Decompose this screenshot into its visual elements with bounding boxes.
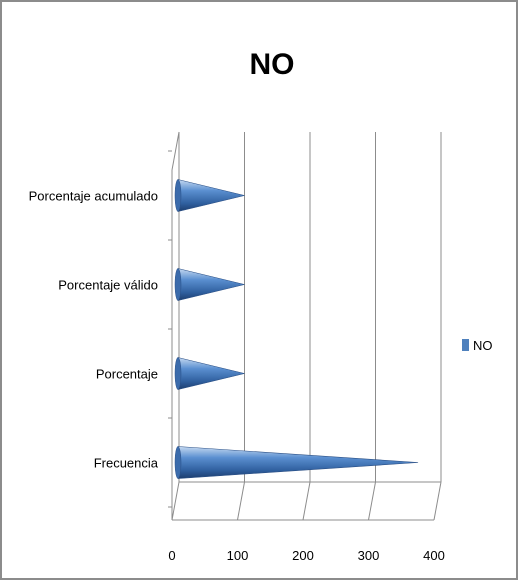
- legend: NO: [462, 338, 493, 353]
- bar: [178, 358, 245, 390]
- x-tick-label: 200: [292, 548, 314, 563]
- x-tick-label: 300: [358, 548, 380, 563]
- bar-base: [175, 180, 181, 212]
- bar-base: [175, 269, 181, 301]
- floor-gridline: [369, 482, 376, 520]
- bar: [178, 447, 418, 479]
- floor-gridline: [172, 482, 179, 520]
- floor-gridline: [434, 482, 441, 520]
- category-labels: Frecuencia Porcentaje Porcentaje válido Por…: [29, 189, 159, 471]
- floor-gridline: [303, 482, 310, 520]
- category-label: Porcentaje: [96, 367, 158, 382]
- bar-base: [175, 447, 181, 479]
- category-label: Frecuencia: [94, 456, 159, 471]
- category-label: Porcentaje válido: [58, 278, 158, 293]
- x-tick-label: 0: [168, 548, 175, 563]
- bar: [178, 180, 245, 212]
- category-label: Porcentaje acumulado: [29, 189, 158, 204]
- bars: [175, 180, 418, 479]
- bar: [178, 269, 245, 301]
- floor-gridline: [238, 482, 245, 520]
- legend-swatch: [462, 339, 469, 351]
- y-axis-depth: [172, 132, 179, 170]
- bar-base: [175, 358, 181, 390]
- x-tick-labels: 0 100 200 300 400: [168, 548, 444, 563]
- chart-title: NO: [250, 48, 295, 81]
- legend-label: NO: [473, 338, 493, 353]
- x-tick-label: 400: [423, 548, 445, 563]
- x-tick-label: 100: [227, 548, 249, 563]
